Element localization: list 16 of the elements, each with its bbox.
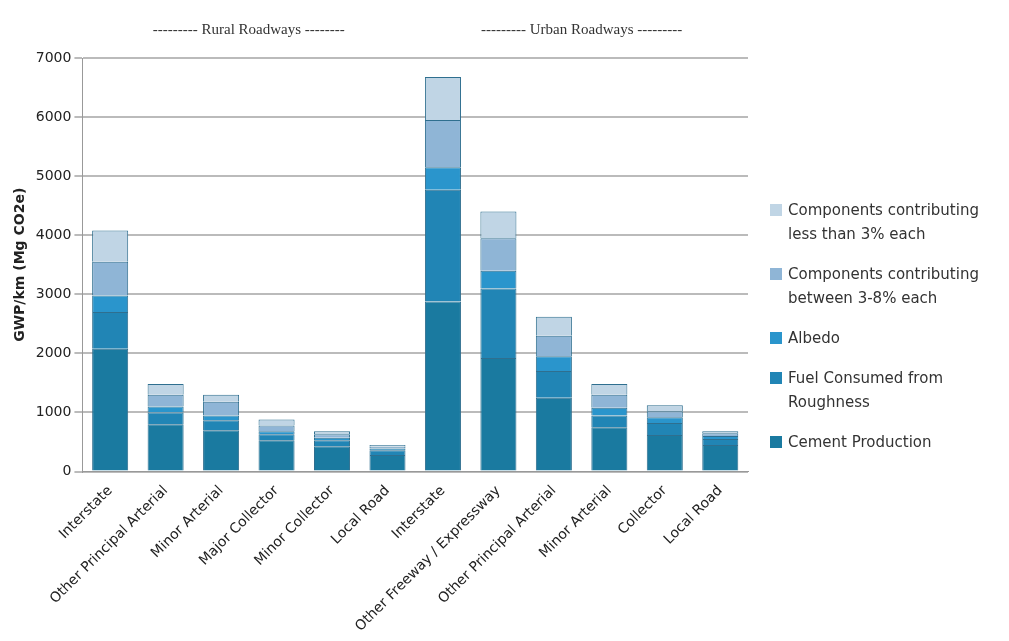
legend-label: Cement Production (788, 432, 932, 453)
legend-label: Components contributing between 3-8% each (788, 264, 980, 309)
y-tick-label: 7000 (35, 48, 72, 65)
y-tick-label: 4000 (35, 225, 72, 242)
y-tick-label: 2000 (35, 344, 72, 361)
text: --------- Rural Roadways -------- (152, 21, 345, 37)
y-tick-label: 1000 (35, 403, 72, 420)
y-tick-label: 0 (62, 462, 72, 479)
y-tick-label: 5000 (35, 166, 72, 183)
text: --------- Urban Roadways --------- (481, 21, 683, 37)
y-tick-label: 6000 (35, 107, 72, 124)
legend-label: Albedo (788, 328, 840, 349)
y-axis-title: GWP/km (Mg CO2e) (11, 187, 28, 342)
y-tick-label: 3000 (35, 284, 72, 301)
legend-label: Fuel Consumed from Roughness (788, 368, 944, 413)
legend-label: Components contributing less than 3% each (788, 200, 980, 245)
